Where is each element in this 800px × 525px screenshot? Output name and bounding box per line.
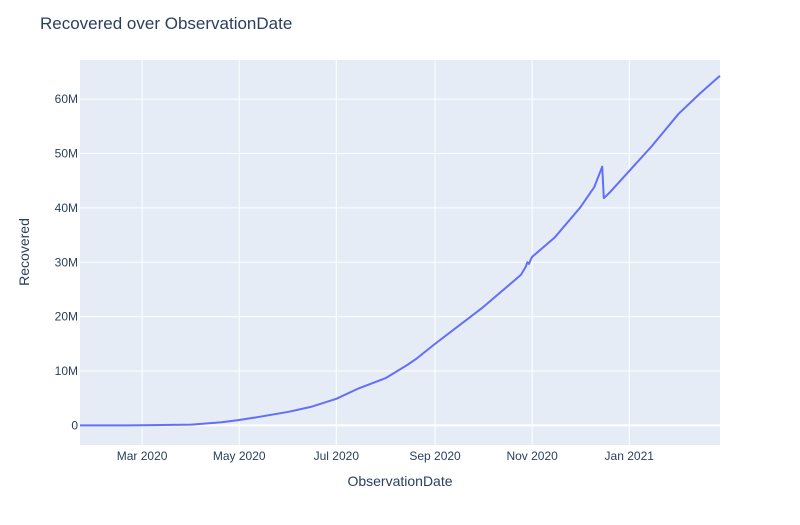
x-tick-label: Jan 2021 xyxy=(605,449,655,463)
chart-title: Recovered over ObservationDate xyxy=(40,14,292,33)
series-line-recovered xyxy=(80,75,721,427)
y-tick-label: 20M xyxy=(55,310,78,324)
y-tick-label: 50M xyxy=(55,147,78,161)
x-tick-label: Sep 2020 xyxy=(409,449,461,463)
plot-area xyxy=(80,60,720,445)
y-axis-title: Recovered xyxy=(16,218,32,286)
y-tick-label: 10M xyxy=(55,364,78,378)
x-tick-label: Mar 2020 xyxy=(117,449,168,463)
y-tick-labels: 0 10M 20M 30M 40M 50M 60M xyxy=(55,92,79,432)
y-gridlines xyxy=(80,98,720,427)
x-axis-title: ObservationDate xyxy=(347,473,452,489)
y-tick-label: 30M xyxy=(55,255,78,269)
x-tick-label: Jul 2020 xyxy=(314,449,360,463)
y-tick-label: 60M xyxy=(55,92,78,106)
x-tick-label: Nov 2020 xyxy=(506,449,558,463)
x-gridlines xyxy=(141,60,630,445)
series-layer xyxy=(80,75,721,427)
x-tick-labels: Mar 2020 May 2020 Jul 2020 Sep 2020 Nov 2020… xyxy=(117,449,655,463)
y-tick-label: 0 xyxy=(71,418,78,432)
x-tick-label: May 2020 xyxy=(213,449,266,463)
y-tick-label: 40M xyxy=(55,201,78,215)
